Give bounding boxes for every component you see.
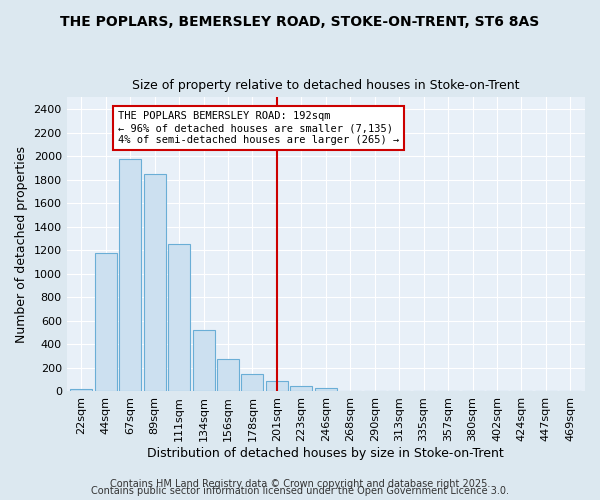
Bar [266,381,288,392]
Bar [143,174,166,392]
Text: THE POPLARS BEMERSLEY ROAD: 192sqm
← 96% of detached houses are smaller (7,135)
: THE POPLARS BEMERSLEY ROAD: 192sqm ← 96%… [118,112,399,144]
Bar [119,159,141,392]
Bar [364,391,386,392]
Bar [95,253,117,392]
Bar [315,388,337,392]
Title: Size of property relative to detached houses in Stoke-on-Trent: Size of property relative to detached ho… [132,79,520,92]
Bar [241,374,263,392]
Bar [70,389,92,392]
X-axis label: Distribution of detached houses by size in Stoke-on-Trent: Distribution of detached houses by size … [148,447,504,460]
Bar [217,359,239,392]
Bar [168,244,190,392]
Bar [193,330,215,392]
Text: Contains public sector information licensed under the Open Government Licence 3.: Contains public sector information licen… [91,486,509,496]
Bar [339,391,361,392]
Y-axis label: Number of detached properties: Number of detached properties [15,146,28,343]
Text: Contains HM Land Registry data © Crown copyright and database right 2025.: Contains HM Land Registry data © Crown c… [110,479,490,489]
Bar [290,386,313,392]
Text: THE POPLARS, BEMERSLEY ROAD, STOKE-ON-TRENT, ST6 8AS: THE POPLARS, BEMERSLEY ROAD, STOKE-ON-TR… [61,15,539,29]
